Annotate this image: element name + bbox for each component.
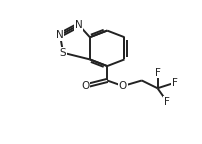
Text: O: O <box>118 81 126 91</box>
Text: F: F <box>154 68 160 78</box>
Text: S: S <box>60 48 66 58</box>
Text: F: F <box>163 96 169 107</box>
Text: N: N <box>75 20 82 30</box>
Text: N: N <box>56 30 64 40</box>
Text: O: O <box>81 81 89 91</box>
Text: F: F <box>171 78 177 88</box>
